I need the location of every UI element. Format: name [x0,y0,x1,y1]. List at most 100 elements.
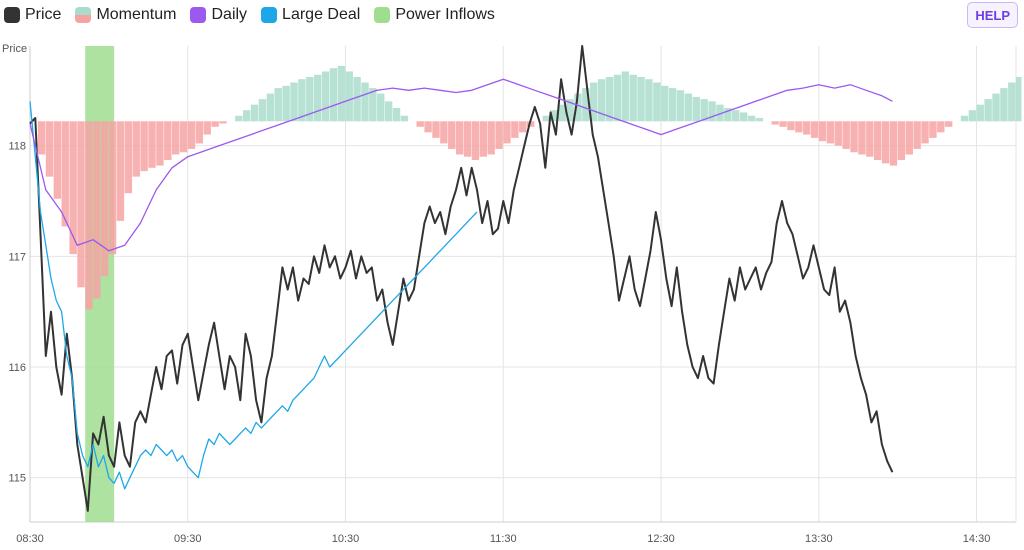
momentum-bar [211,121,219,127]
momentum-bar [755,117,764,122]
momentum-bar [187,121,196,149]
momentum-bar [826,121,835,144]
momentum-bar [384,101,393,122]
momentum-bar [487,121,495,155]
momentum-bar [290,82,298,122]
momentum-bar [597,79,606,122]
momentum-bar [361,82,369,122]
legend-swatch [4,7,20,23]
legend-item-price[interactable]: Price [4,6,61,24]
momentum-bar [195,121,204,144]
momentum-bar [842,121,850,149]
momentum-bar [605,76,614,122]
x-tick-label: 11:30 [490,533,517,545]
y-axis-label: Price [2,43,27,55]
momentum-bar [992,93,1000,122]
momentum-bar [858,121,866,155]
legend-item-power-inflows[interactable]: Power Inflows [374,6,495,24]
legend-swatch [374,7,391,23]
momentum-bar [787,121,795,131]
momentum-bar [274,88,282,122]
momentum-bar [613,74,622,122]
momentum-bar [905,121,913,155]
momentum-bar [913,121,921,149]
momentum-bar [803,121,811,135]
legend-item-momentum[interactable]: Momentum [75,6,176,24]
momentum-bar [771,121,779,125]
momentum-bar [416,121,424,127]
momentum-bar [866,121,874,157]
momentum-bar [653,82,661,122]
momentum-bar [203,121,211,135]
series-line-daily [29,78,893,252]
series-line-price [29,45,894,512]
momentum-bar [171,121,180,155]
momentum-bar [321,71,330,122]
legend-item-large-deal[interactable]: Large Deal [261,6,360,24]
momentum-bar [235,115,243,122]
momentum-bar [708,101,716,122]
momentum-bar [739,112,748,122]
y-tick-label: 115 [8,473,26,485]
legend-swatch [75,7,92,23]
chart-legend: Price Momentum Daily Large Deal Power Inflow… [4,2,509,28]
momentum-bar [400,115,409,122]
momentum-bar [124,121,133,194]
momentum-bar [337,65,346,122]
momentum-bar [897,121,906,161]
momentum-bar [53,121,62,199]
momentum-bar [834,121,842,146]
momentum-bar [495,121,503,149]
momentum-bar [566,99,574,122]
momentum-bar [921,121,929,144]
momentum-bar [724,107,732,122]
momentum-bar [77,121,85,288]
momentum-bar [164,121,172,161]
momentum-bar [810,121,819,138]
momentum-bar [984,99,992,122]
momentum-bar [661,85,669,122]
momentum-bar [298,79,306,122]
momentum-bar [424,121,432,133]
momentum-bar [700,99,708,122]
momentum-bar [455,121,464,155]
momentum-bar [684,93,693,122]
momentum-bar [140,121,148,172]
legend-label: Price [25,6,62,23]
momentum-bar [1016,76,1022,122]
momentum-bar [582,88,590,122]
legend-label: Power Inflows [395,6,495,23]
momentum-bar [542,115,551,122]
help-button[interactable]: HELP [967,2,1018,28]
momentum-bar [100,121,109,277]
momentum-bar [519,121,527,133]
momentum-bar [550,110,558,122]
legend-label: Large Deal [282,6,361,23]
momentum-bar [945,121,953,127]
momentum-bar [503,121,511,144]
x-tick-label: 14:30 [963,533,991,545]
momentum-bar [463,121,472,157]
momentum-bar [818,121,827,142]
momentum-bar [179,121,188,153]
x-tick-label: 13:30 [805,533,833,545]
legend-item-daily[interactable]: Daily [190,6,247,24]
momentum-bar [968,110,977,122]
momentum-bar [116,121,125,221]
momentum-bar [266,93,275,122]
momentum-bar [747,115,756,122]
momentum-bar [61,121,69,227]
x-tick-label: 08:30 [16,533,44,545]
x-tick-label: 09:30 [174,533,202,545]
momentum-bar [132,121,140,177]
y-tick-label: 116 [8,362,26,374]
momentum-bar [676,90,685,122]
momentum-bar [692,96,700,122]
momentum-bar [306,76,314,122]
x-tick-label: 10:30 [332,533,360,545]
momentum-bar [37,121,46,155]
momentum-bar [937,121,945,133]
momentum-bar [850,121,858,153]
momentum-bar [148,121,156,168]
momentum-bar [45,121,54,177]
